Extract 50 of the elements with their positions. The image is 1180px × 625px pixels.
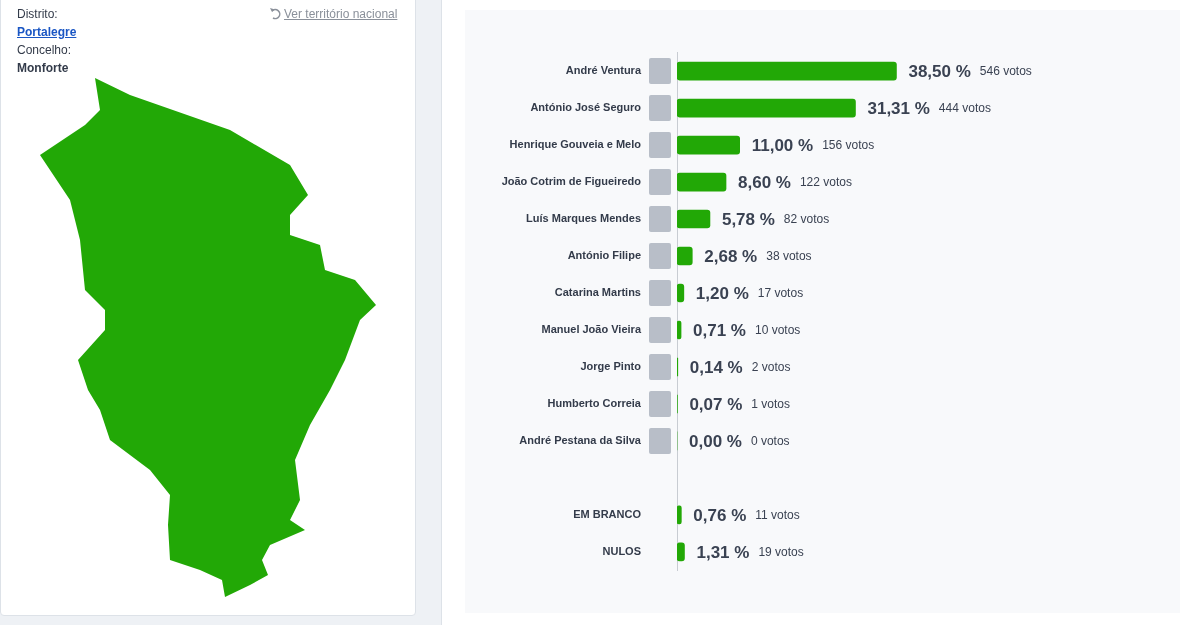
y-tick-label: João Cotrim de Figueiredo: [501, 175, 642, 188]
y-tick-label: Catarina Martins: [554, 286, 641, 299]
data-label: 31,31 %: [867, 98, 930, 118]
y-tick-label: André Pestana da Silva: [519, 433, 642, 446]
data-label: 5,78 %: [721, 209, 775, 229]
bar: [677, 135, 741, 155]
text: Concelho:: [17, 43, 72, 57]
text: Portalegre: [17, 25, 77, 39]
y-tick-label: António Filipe: [567, 249, 641, 262]
data-label: 0,76 %: [693, 505, 747, 525]
annotation: 2 votos: [751, 360, 791, 375]
data-label: 11,00 %: [751, 135, 814, 155]
annotation: 10 votos: [754, 323, 801, 338]
annotation: 11 votos: [755, 508, 800, 523]
data-label: 1,31 %: [696, 542, 750, 562]
y-tick-label: Jorge Pinto: [580, 360, 642, 373]
y-tick-label: Humberto Correia: [547, 397, 642, 409]
y-tick-label: Manuel João Vieira: [541, 323, 642, 336]
data-label: 0,07 %: [689, 394, 743, 414]
annotation: 38 votos: [766, 249, 812, 264]
y-tick-label: NULOS: [602, 544, 641, 557]
y-tick-label: Luís Marques Mendes: [526, 212, 641, 225]
bar: [677, 172, 727, 192]
text: Distrito:: [17, 7, 58, 21]
annotation: 156 votos: [822, 138, 875, 153]
data-label: 8,60 %: [738, 172, 791, 192]
data-label: 1,20 %: [695, 283, 749, 303]
annotation: 122 votos: [799, 175, 852, 190]
annotation: 17 votos: [757, 286, 804, 301]
data-label: 38,50 %: [908, 61, 971, 81]
bar: [677, 61, 897, 81]
annotation: 82 votos: [783, 212, 830, 227]
text: Monforte: [17, 61, 69, 75]
annotation: 0 votos: [750, 434, 790, 449]
data-label: 2,68 %: [704, 246, 758, 266]
annotation: 19 votos: [758, 545, 804, 560]
annotation: 1 votos: [751, 397, 791, 412]
text: 444 votos: [938, 101, 991, 116]
bar: [677, 98, 856, 118]
bar: [677, 246, 693, 266]
data-label: 0,14 %: [689, 357, 743, 377]
data-label: 0,00 %: [689, 431, 742, 451]
data-label: 0,71 %: [693, 320, 746, 340]
y-tick-label: Henrique Gouveia e Melo: [509, 138, 642, 151]
y-tick-label: André Ventura: [565, 64, 642, 77]
y-tick-label: EM BRANCO: [573, 507, 642, 520]
text: Ver território nacional: [284, 7, 398, 21]
y-tick-label: António José Seguro: [530, 101, 642, 114]
text: 546 votos: [979, 64, 1032, 79]
bar: [677, 209, 711, 229]
